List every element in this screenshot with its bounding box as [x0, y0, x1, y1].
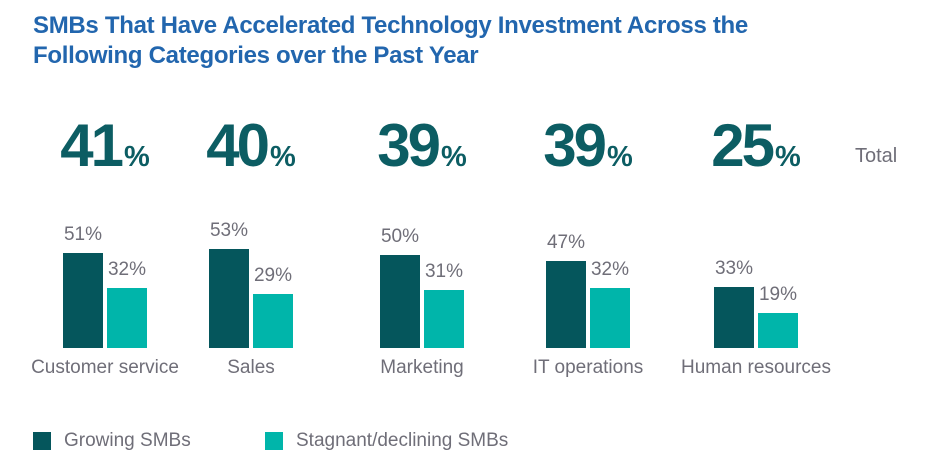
- bar-item-stagnant: 32%: [107, 259, 147, 348]
- total-percentage-number: 40: [206, 112, 270, 179]
- bar-stagnant-smbs: [253, 294, 293, 348]
- bar-value-label: 47%: [546, 232, 586, 253]
- category-label: Human resources: [681, 357, 831, 378]
- percent-sign: %: [269, 141, 296, 173]
- chart-title-line-2: Following Categories over the Past Year: [33, 42, 479, 69]
- bar-value-label: 19%: [758, 284, 798, 305]
- total-percentage-number: 39: [543, 112, 607, 179]
- category-label: Sales: [227, 357, 275, 378]
- total-label: Total: [855, 145, 898, 167]
- bar-group: 51% 32%: [63, 218, 147, 348]
- chart-title-line-1: SMBs That Have Accelerated Technology In…: [33, 12, 748, 39]
- legend-swatch-growing-icon: [33, 432, 51, 450]
- category-label: Marketing: [380, 357, 464, 378]
- percent-sign: %: [774, 141, 801, 173]
- bar-growing-smbs: [714, 287, 754, 348]
- bar-growing-smbs: [63, 253, 103, 348]
- legend-swatch-stagnant-icon: [265, 432, 283, 450]
- bar-group: 33% 19%: [714, 218, 798, 348]
- bar-value-label: 32%: [590, 259, 630, 280]
- percent-sign: %: [606, 141, 633, 173]
- bar-item-growing: 47%: [546, 232, 586, 348]
- category-column-it-operations: 39% 47% 32% IT operations: [513, 115, 663, 379]
- bar-group: 50% 31%: [380, 218, 464, 348]
- bar-group: 53% 29%: [209, 218, 293, 348]
- bar-value-label: 33%: [714, 258, 754, 279]
- bar-stagnant-smbs: [758, 313, 798, 348]
- bar-growing-smbs: [546, 261, 586, 348]
- bar-item-growing: 53%: [209, 220, 249, 348]
- bar-item-growing: 50%: [380, 226, 420, 348]
- bar-item-stagnant: 29%: [253, 265, 293, 348]
- category-column-sales: 40% 53% 29% Sales: [176, 115, 326, 379]
- bar-stagnant-smbs: [590, 288, 630, 348]
- total-percentage: 39%: [377, 115, 467, 177]
- category-column-human-resources: 25% 33% 19% Human resources: [681, 115, 831, 379]
- total-percentage: 39%: [543, 115, 633, 177]
- bar-item-stagnant: 31%: [424, 261, 464, 348]
- bar-stagnant-smbs: [424, 290, 464, 348]
- bar-growing-smbs: [380, 255, 420, 348]
- total-percentage-number: 25: [711, 112, 775, 179]
- bar-item-growing: 51%: [63, 224, 103, 348]
- total-percentage: 41%: [60, 115, 150, 177]
- total-percentage-number: 41: [60, 112, 124, 179]
- category-label: IT operations: [532, 357, 644, 378]
- bar-group: 47% 32%: [546, 218, 630, 348]
- total-percentage: 40%: [206, 115, 296, 177]
- bar-value-label: 31%: [424, 261, 464, 282]
- bar-value-label: 50%: [380, 226, 420, 247]
- percent-sign: %: [440, 141, 467, 173]
- legend-label-stagnant-smbs: Stagnant/declining SMBs: [296, 430, 509, 451]
- chart-title: SMBs That Have Accelerated Technology In…: [33, 11, 748, 71]
- legend-label-growing-smbs: Growing SMBs: [64, 430, 191, 451]
- bar-item-stagnant: 32%: [590, 259, 630, 348]
- percent-sign: %: [123, 141, 150, 173]
- total-percentage-number: 39: [377, 112, 441, 179]
- total-percentage: 25%: [711, 115, 801, 177]
- category-column-marketing: 39% 50% 31% Marketing: [347, 115, 497, 379]
- bar-stagnant-smbs: [107, 288, 147, 348]
- bar-value-label: 29%: [253, 265, 293, 286]
- bar-growing-smbs: [209, 249, 249, 348]
- bar-value-label: 51%: [63, 224, 103, 245]
- category-label: Customer service: [31, 357, 179, 378]
- legend-item-growing-smbs: Growing SMBs: [33, 430, 191, 452]
- bar-value-label: 53%: [209, 220, 249, 241]
- legend-item-stagnant-smbs: Stagnant/declining SMBs: [265, 430, 508, 452]
- bar-item-stagnant: 19%: [758, 284, 798, 348]
- bar-item-growing: 33%: [714, 258, 754, 348]
- category-column-customer-service: 41% 51% 32% Customer service: [30, 115, 180, 379]
- bar-value-label: 32%: [107, 259, 147, 280]
